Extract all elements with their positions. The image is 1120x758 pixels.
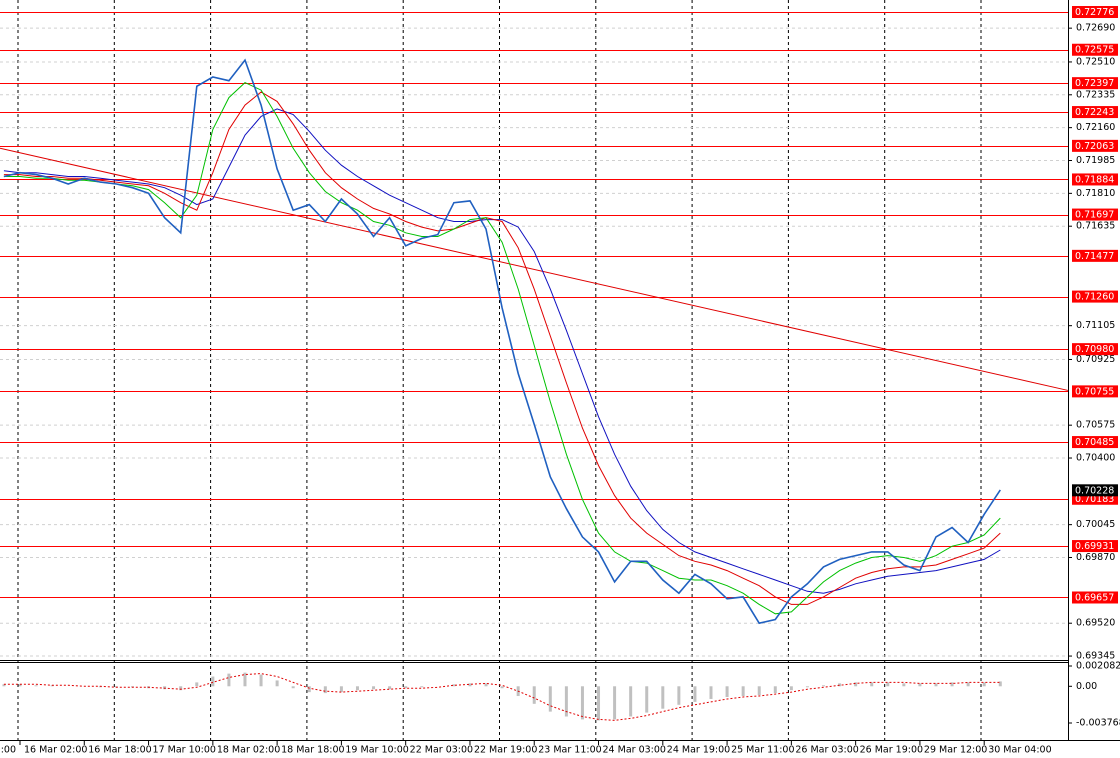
y-tick-label: 0.72510	[1076, 56, 1115, 67]
level-label: 0.72776	[1075, 7, 1114, 18]
price-line	[3, 58, 1001, 625]
level-label: 0.72243	[1075, 107, 1114, 118]
signal-line	[3, 673, 1001, 721]
y-tick-label: 0.71105	[1076, 320, 1115, 331]
x-tick-label: 16 Mar 18:00	[88, 745, 151, 756]
level-label: 0.72397	[1075, 78, 1114, 89]
level-label-bg	[1072, 208, 1118, 221]
x-tick-label: 30 Mar 04:00	[988, 745, 1051, 756]
y-tick-label: 0.71985	[1076, 155, 1115, 166]
moving-average	[3, 82, 1001, 615]
x-tick-label: 26 Mar 19:00	[860, 745, 923, 756]
last-price-label: 0.70228	[1075, 485, 1114, 496]
x-tick-label: 24 Mar 19:00	[667, 745, 730, 756]
y-tick-label: 0.72160	[1076, 122, 1115, 133]
level-label: 0.71697	[1075, 210, 1114, 221]
x-tick-label: 24 Mar 03:00	[603, 745, 666, 756]
level-label-bg	[1072, 43, 1118, 56]
level-label-bg	[1072, 139, 1118, 152]
level-label: 0.72063	[1075, 141, 1114, 152]
trendline	[0, 147, 1069, 391]
y-tick-label: -0.003768	[1076, 717, 1120, 728]
level-label-bg	[1072, 290, 1118, 303]
level-label: 0.70183	[1075, 494, 1114, 505]
x-tick-label: 19 Mar 10:00	[345, 745, 408, 756]
x-tick-label: 18 Mar 18:00	[281, 745, 344, 756]
level-label-bg	[1072, 6, 1118, 19]
moving-average	[3, 91, 1001, 605]
x-tick-label: 22 Mar 19:00	[474, 745, 537, 756]
level-label-bg	[1072, 77, 1118, 90]
x-tick-label: 23 Mar 11:00	[538, 745, 601, 756]
x-tick-label: 26 Mar 03:00	[795, 745, 858, 756]
y-tick-label: 0.69870	[1076, 552, 1115, 563]
level-label-bg	[1072, 106, 1118, 119]
x-tick-label: 17 Mar 10:00	[153, 745, 216, 756]
level-label-bg	[1072, 173, 1118, 186]
level-label: 0.70755	[1075, 386, 1114, 397]
x-tick-label: 25 Mar 11:00	[731, 745, 794, 756]
x-tick-label: 16 Mar 02:00	[24, 745, 87, 756]
level-label-bg	[1072, 540, 1118, 553]
y-tick-label: 0.71810	[1076, 188, 1115, 199]
level-label: 0.69931	[1075, 541, 1114, 552]
y-tick-label: 0.70925	[1076, 354, 1115, 365]
level-label-bg	[1072, 436, 1118, 449]
x-tick-label: 22 Mar 03:00	[410, 745, 473, 756]
y-tick-label: 0.69520	[1076, 618, 1115, 629]
x-tick-label: 18 Mar 02:00	[217, 745, 280, 756]
y-tick-label: 0.70400	[1076, 453, 1115, 464]
y-tick-label: 0.70575	[1076, 420, 1115, 431]
level-label-bg	[1072, 249, 1118, 262]
level-label-bg	[1072, 343, 1118, 356]
x-tick-label: 0:00	[0, 745, 16, 756]
level-label: 0.71260	[1075, 292, 1114, 303]
level-label: 0.70980	[1075, 344, 1114, 355]
y-tick-label: 0.70045	[1076, 519, 1115, 530]
level-label: 0.71884	[1075, 174, 1114, 185]
level-label-bg	[1072, 591, 1118, 604]
y-tick-label: 0.69345	[1076, 651, 1115, 662]
level-label: 0.70485	[1075, 437, 1114, 448]
y-tick-label: 0.71635	[1076, 221, 1115, 232]
level-label-bg	[1072, 385, 1118, 398]
level-label: 0.69657	[1075, 592, 1114, 603]
y-tick-label: 0.00	[1076, 681, 1097, 692]
y-tick-label: 0.002082	[1076, 661, 1120, 672]
y-tick-label: 0.72690	[1076, 23, 1115, 34]
level-label: 0.71477	[1075, 251, 1114, 262]
x-tick-label: 29 Mar 12:00	[924, 745, 987, 756]
last-price-bg	[1072, 484, 1118, 497]
y-tick-label: 0.72335	[1076, 89, 1115, 100]
level-label: 0.72575	[1075, 45, 1114, 56]
